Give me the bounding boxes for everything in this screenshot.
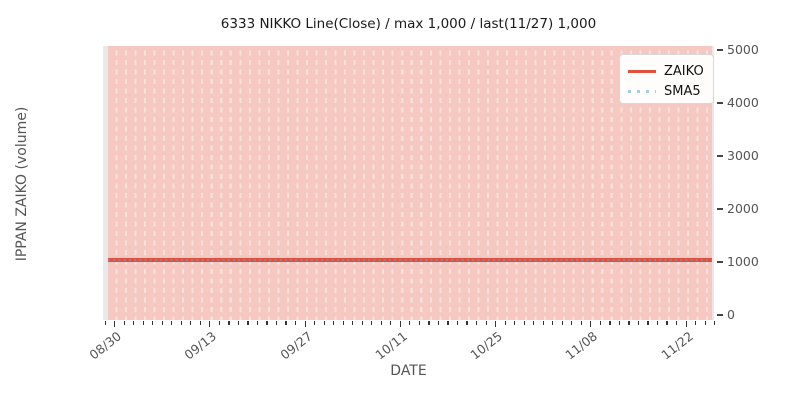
x-minor-tick-mark bbox=[380, 321, 382, 325]
x-minor-tick-mark bbox=[695, 321, 697, 325]
x-major-tick-mark bbox=[114, 321, 116, 327]
y-tick-mark bbox=[717, 102, 723, 104]
x-minor-tick-mark bbox=[352, 321, 354, 325]
x-minor-tick-mark bbox=[418, 321, 420, 325]
x-minor-tick-mark bbox=[599, 321, 601, 325]
chart-title: 6333 NIKKO Line(Close) / max 1,000 / las… bbox=[220, 16, 597, 32]
x-minor-tick-mark bbox=[533, 321, 535, 325]
x-minor-tick-mark bbox=[714, 321, 716, 325]
x-major-tick-mark bbox=[685, 321, 687, 327]
legend-label-sma5: SMA5 bbox=[664, 83, 701, 99]
legend-label-zaiko: ZAIKO bbox=[664, 63, 704, 79]
legend-item-zaiko: ZAIKO bbox=[628, 61, 705, 81]
x-minor-tick-mark bbox=[542, 321, 544, 325]
x-minor-tick-mark bbox=[437, 321, 440, 325]
x-minor-tick-mark bbox=[180, 321, 182, 325]
y-tick-mark bbox=[717, 261, 723, 263]
x-minor-tick-mark bbox=[104, 321, 106, 325]
x-minor-tick-mark bbox=[618, 321, 621, 325]
x-minor-tick-mark bbox=[123, 321, 125, 325]
x-minor-tick-mark bbox=[199, 321, 201, 325]
x-minor-tick-mark bbox=[523, 321, 525, 325]
x-minor-tick-mark bbox=[342, 321, 344, 325]
x-minor-tick-mark bbox=[275, 321, 278, 325]
x-minor-tick-mark bbox=[133, 321, 135, 325]
y-tick-mark bbox=[717, 49, 723, 51]
x-minor-tick-mark bbox=[237, 321, 240, 325]
y-tick-label: 0 bbox=[727, 307, 735, 322]
x-minor-tick-mark bbox=[504, 321, 506, 325]
x-minor-tick-mark bbox=[447, 321, 449, 325]
y-tick-label: 2000 bbox=[727, 201, 759, 216]
x-minor-tick-mark bbox=[647, 321, 649, 325]
x-axis-label: DATE bbox=[390, 363, 427, 379]
x-minor-tick-mark bbox=[228, 321, 230, 325]
x-minor-tick-mark bbox=[295, 321, 297, 325]
sma5-dots-swatch-icon bbox=[628, 89, 656, 93]
x-minor-tick-mark bbox=[466, 321, 468, 325]
x-minor-tick-mark bbox=[571, 321, 573, 325]
x-major-tick-mark bbox=[495, 321, 497, 327]
x-minor-tick-mark bbox=[152, 321, 154, 325]
x-minor-tick-mark bbox=[656, 321, 659, 325]
x-minor-tick-mark bbox=[218, 321, 220, 325]
x-minor-tick-mark bbox=[361, 321, 363, 325]
y-tick-mark bbox=[717, 314, 723, 316]
legend-item-sma5: SMA5 bbox=[628, 81, 705, 101]
x-minor-tick-mark bbox=[409, 321, 411, 325]
y-tick-label: 1000 bbox=[727, 254, 759, 269]
x-minor-tick-mark bbox=[390, 321, 392, 325]
legend: ZAIKO SMA5 bbox=[619, 54, 714, 104]
plot-area bbox=[103, 46, 714, 320]
x-minor-tick-mark bbox=[171, 321, 173, 325]
sma5-dotted-series bbox=[108, 258, 712, 262]
y-tick-label: 5000 bbox=[727, 42, 759, 57]
x-minor-tick-mark bbox=[285, 321, 287, 325]
x-minor-tick-mark bbox=[190, 321, 192, 325]
y-tick-label: 4000 bbox=[727, 95, 759, 110]
x-minor-tick-mark bbox=[256, 321, 259, 325]
y-axis-label: IPPAN ZAIKO (volume) bbox=[14, 106, 30, 262]
zaiko-line-swatch-icon bbox=[628, 69, 656, 73]
x-minor-tick-mark bbox=[475, 321, 478, 325]
x-major-tick-mark bbox=[304, 321, 306, 327]
x-minor-tick-mark bbox=[628, 321, 630, 325]
x-minor-tick-mark bbox=[704, 321, 706, 325]
x-major-tick-mark bbox=[209, 321, 211, 327]
y-tick-mark bbox=[717, 155, 723, 157]
x-minor-tick-mark bbox=[142, 321, 144, 325]
x-minor-tick-mark bbox=[676, 321, 678, 325]
x-minor-tick-mark bbox=[514, 321, 516, 325]
x-minor-tick-mark bbox=[485, 321, 487, 325]
x-minor-tick-mark bbox=[333, 321, 335, 325]
x-major-tick-mark bbox=[590, 321, 592, 327]
x-minor-tick-mark bbox=[161, 321, 163, 325]
y-tick-mark bbox=[717, 208, 723, 210]
x-minor-tick-mark bbox=[456, 321, 459, 325]
x-minor-tick-mark bbox=[371, 321, 373, 325]
x-minor-tick-mark bbox=[552, 321, 554, 325]
x-minor-tick-mark bbox=[266, 321, 268, 325]
x-minor-tick-mark bbox=[247, 321, 249, 325]
x-minor-tick-mark bbox=[609, 321, 611, 325]
x-minor-tick-mark bbox=[561, 321, 563, 325]
x-minor-tick-mark bbox=[314, 321, 316, 325]
x-minor-tick-mark bbox=[323, 321, 325, 325]
x-minor-tick-mark bbox=[666, 321, 668, 325]
x-minor-tick-mark bbox=[428, 321, 430, 325]
x-minor-tick-mark bbox=[637, 321, 640, 325]
volume-bars-fill bbox=[108, 46, 712, 320]
x-minor-tick-mark bbox=[580, 321, 582, 325]
y-tick-label: 3000 bbox=[727, 148, 759, 163]
x-major-tick-mark bbox=[399, 321, 401, 327]
